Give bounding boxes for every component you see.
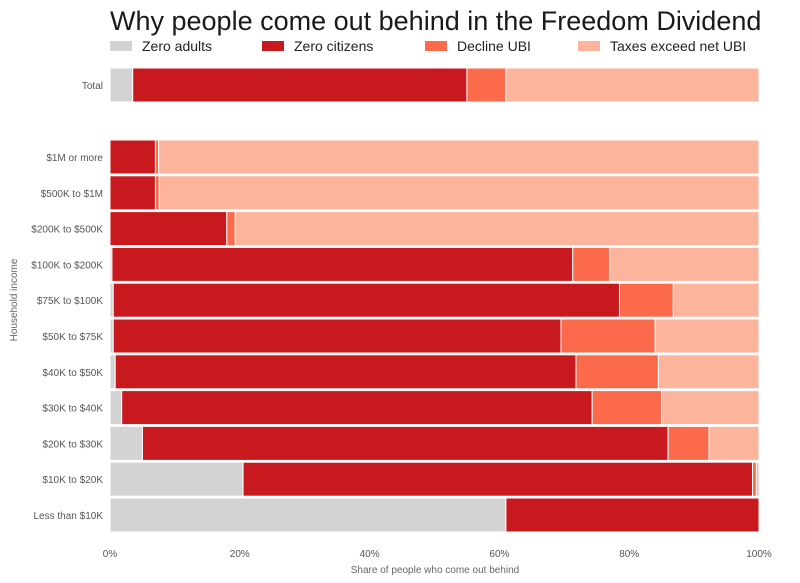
legend-label-zero-adults: Zero adults [142, 38, 212, 54]
bar-taxes-exceed-net-ubi-75k-to-100k [672, 282, 760, 318]
bar-zero-citizens-less-than-10k [505, 497, 760, 533]
bar-zero-citizens-20k-to-30k [141, 425, 669, 461]
bar-decline-ubi-500k-to-1m [154, 175, 160, 211]
bar-taxes-exceed-net-ubi-30k-to-40k [661, 390, 760, 426]
bar-zero-adults-10k-to-20k [109, 461, 244, 497]
x-axis-ticks: 0% 20% 40% 60% 80% 100% [103, 549, 772, 560]
bar-taxes-exceed-net-ubi-50k-to-75k [654, 318, 760, 354]
category-label-10k-to-20k: $10K to $20K [42, 475, 103, 486]
category-labels: Total $1M or more $500K to $1M $200K to $50… [31, 81, 103, 522]
bar-decline-ubi-200k-to-500k [226, 211, 236, 247]
category-label-40k-to-50k: $40K to $50K [42, 368, 103, 379]
bar-taxes-exceed-net-ubi-20k-to-30k [708, 425, 760, 461]
bar-decline-ubi-10k-to-20k [752, 461, 757, 497]
bar-zero-citizens-30k-to-40k [121, 390, 593, 426]
bar-zero-citizens-10k-to-20k [242, 461, 754, 497]
bar-zero-adults-40k-to-50k [109, 354, 116, 390]
bar-group [109, 67, 760, 533]
legend-label-taxes-exceed-net-ubi: Taxes exceed net UBI [610, 38, 746, 54]
category-label-200k-to-500k: $200K to $500K [31, 225, 103, 236]
x-tick-label: 40% [360, 549, 380, 560]
category-label-1m-or-more: $1M or more [46, 153, 103, 164]
bar-taxes-exceed-net-ubi-100k-to-200k [609, 246, 760, 282]
bar-decline-ubi-40k-to-50k [575, 354, 659, 390]
category-label-500k-to-1m: $500K to $1M [41, 189, 103, 200]
category-label-less-than-10k: Less than $10K [34, 511, 104, 522]
bar-decline-ubi-20k-to-30k [667, 425, 710, 461]
category-label-20k-to-30k: $20K to $30K [42, 439, 103, 450]
bar-taxes-exceed-net-ubi-total [505, 67, 760, 103]
bar-zero-citizens-75k-to-100k [112, 282, 620, 318]
x-tick-label: 60% [489, 549, 509, 560]
bar-zero-citizens-100k-to-200k [111, 246, 574, 282]
category-label-75k-to-100k: $75K to $100K [37, 296, 103, 307]
x-tick-label: 0% [103, 549, 118, 560]
legend-swatch-decline-ubi [425, 41, 447, 51]
category-label-100k-to-200k: $100K to $200K [31, 260, 103, 271]
bar-zero-adults-30k-to-40k [109, 390, 123, 426]
bar-taxes-exceed-net-ubi-10k-to-20k [755, 461, 760, 497]
y-axis-label: Household income [9, 258, 20, 341]
legend-swatch-zero-citizens [262, 41, 284, 51]
bar-taxes-exceed-net-ubi-500k-to-1m [158, 175, 760, 211]
bar-zero-citizens-total [132, 67, 468, 103]
x-tick-label: 100% [746, 549, 772, 560]
x-tick-label: 20% [230, 549, 250, 560]
bar-taxes-exceed-net-ubi-40k-to-50k [657, 354, 760, 390]
bar-zero-adults-less-than-10k [109, 497, 507, 533]
bar-zero-citizens-40k-to-50k [114, 354, 577, 390]
x-tick-label: 80% [619, 549, 639, 560]
bar-zero-adults-20k-to-30k [109, 425, 143, 461]
category-label-50k-to-75k: $50K to $75K [42, 332, 103, 343]
bar-decline-ubi-total [466, 67, 507, 103]
bar-zero-adults-total [109, 67, 134, 103]
chart-legend: Zero adults Zero citizens Decline UBI Taxes… [110, 38, 746, 54]
legend-swatch-taxes-exceed-net-ubi [578, 41, 600, 51]
bar-decline-ubi-50k-to-75k [560, 318, 656, 354]
bar-zero-citizens-500k-to-1m [109, 175, 156, 211]
legend-label-decline-ubi: Decline UBI [457, 38, 531, 54]
category-label-total: Total [82, 81, 103, 92]
legend-swatch-zero-adults [110, 41, 132, 51]
x-axis-label: Share of people who come out behind [351, 565, 519, 576]
bar-zero-citizens-1m-or-more [109, 139, 156, 175]
legend-label-zero-citizens: Zero citizens [294, 38, 373, 54]
bar-taxes-exceed-net-ubi-1m-or-more [158, 139, 760, 175]
bar-taxes-exceed-net-ubi-200k-to-500k [234, 211, 760, 247]
bar-zero-citizens-200k-to-500k [109, 211, 228, 247]
bar-decline-ubi-75k-to-100k [618, 282, 674, 318]
bar-zero-citizens-50k-to-75k [112, 318, 562, 354]
bar-decline-ubi-30k-to-40k [591, 390, 663, 426]
chart-title: Why people come out behind in the Freedo… [110, 6, 761, 36]
category-label-30k-to-40k: $30K to $40K [42, 404, 103, 415]
bar-decline-ubi-100k-to-200k [572, 246, 611, 282]
